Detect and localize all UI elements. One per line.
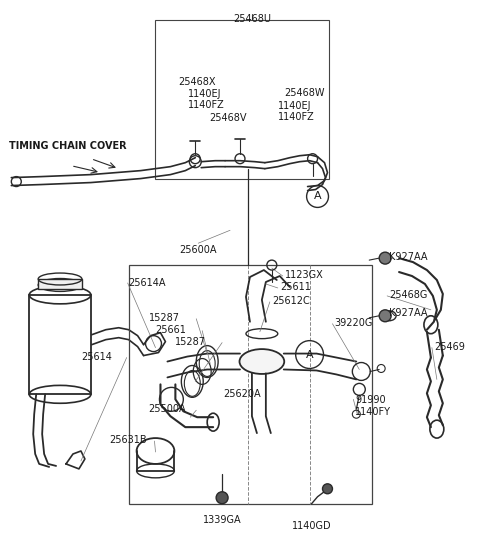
Text: K927AA: K927AA <box>389 308 428 318</box>
Bar <box>156 20 329 178</box>
Text: 25612C: 25612C <box>272 296 310 306</box>
Text: 25614: 25614 <box>81 352 112 362</box>
Text: 25468W: 25468W <box>285 88 325 98</box>
Circle shape <box>379 310 391 322</box>
Circle shape <box>216 492 228 504</box>
Text: 1140FZ: 1140FZ <box>278 112 314 122</box>
Bar <box>29 295 91 394</box>
Text: K927AA: K927AA <box>389 252 428 262</box>
Text: 1140EJ: 1140EJ <box>278 101 312 111</box>
Circle shape <box>379 252 391 264</box>
Text: 25620A: 25620A <box>223 390 261 399</box>
Text: 25468V: 25468V <box>209 113 247 123</box>
Bar <box>38 279 82 289</box>
Text: 25469: 25469 <box>434 342 465 352</box>
Text: 25500A: 25500A <box>148 404 186 414</box>
Text: 25468X: 25468X <box>179 77 216 87</box>
Text: 1140FY: 1140FY <box>355 408 391 417</box>
Text: 1123GX: 1123GX <box>285 270 324 280</box>
Text: 1140FZ: 1140FZ <box>188 100 225 110</box>
Text: 91990: 91990 <box>355 395 386 405</box>
Circle shape <box>323 484 333 494</box>
Text: 1140EJ: 1140EJ <box>188 89 222 99</box>
Text: 15287: 15287 <box>175 337 206 347</box>
Text: 39220G: 39220G <box>335 318 373 328</box>
Text: A: A <box>306 349 313 359</box>
Text: 25611: 25611 <box>280 282 311 292</box>
Text: TIMING CHAIN COVER: TIMING CHAIN COVER <box>9 141 127 151</box>
Text: 15287: 15287 <box>148 313 180 323</box>
Text: 25600A: 25600A <box>180 245 217 255</box>
Text: 1339GA: 1339GA <box>203 515 241 525</box>
Text: 25468U: 25468U <box>233 13 271 23</box>
Text: 25661: 25661 <box>156 325 186 335</box>
Text: 25614A: 25614A <box>129 278 166 288</box>
Text: 25631B: 25631B <box>109 435 146 445</box>
Text: 1140GD: 1140GD <box>292 520 331 530</box>
Text: A: A <box>314 192 322 201</box>
Bar <box>129 265 372 504</box>
Text: 25468G: 25468G <box>389 290 428 300</box>
Ellipse shape <box>240 349 284 374</box>
